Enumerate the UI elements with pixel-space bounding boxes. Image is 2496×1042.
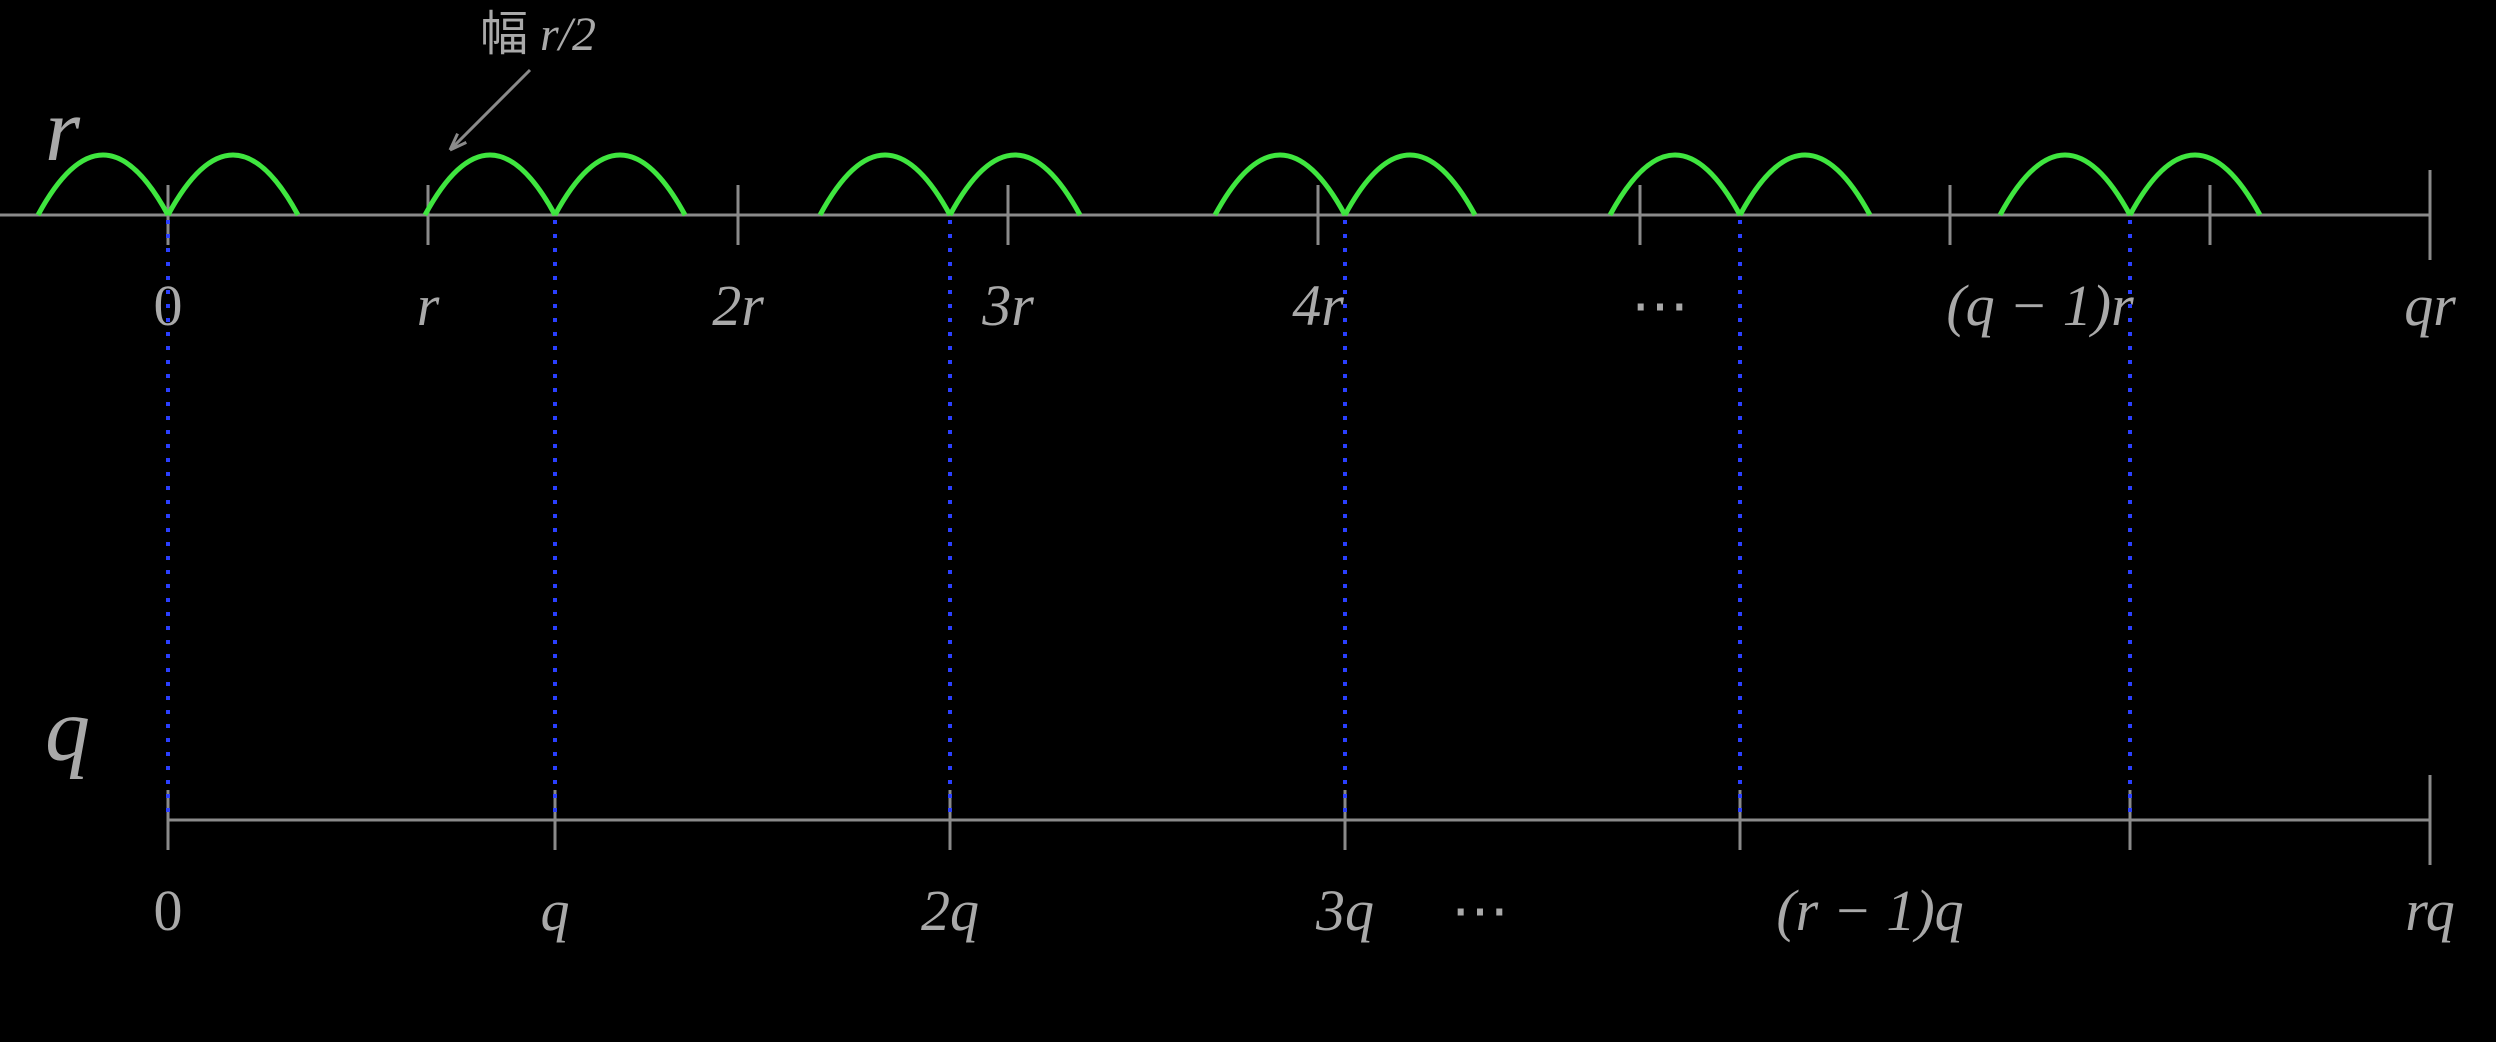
arc-left <box>425 155 555 215</box>
top-tick-label: 2r <box>712 273 764 338</box>
bottom-extra-label: ⋯ <box>1451 878 1509 943</box>
arc-left <box>2000 155 2130 215</box>
bottom-tick-label: 3q <box>1315 878 1374 943</box>
side-label-r: r <box>45 81 81 180</box>
arc-right <box>2130 155 2260 215</box>
top-tick-label: 4r <box>1292 273 1344 338</box>
bottom-tick-label: 2q <box>921 878 979 943</box>
arc-left <box>1215 155 1345 215</box>
top-tick-label: 3r <box>981 273 1034 338</box>
arc-left <box>1610 155 1740 215</box>
bottom-tick-label: q <box>541 878 570 943</box>
arc-right <box>168 155 298 215</box>
arc-left <box>820 155 950 215</box>
top-tick-label: qr <box>2404 273 2456 338</box>
arc-right <box>950 155 1080 215</box>
arc-right <box>1345 155 1475 215</box>
top-tick-label: r <box>417 273 440 338</box>
width-annotation: 幅 r/2 <box>480 8 596 61</box>
arc-right <box>555 155 685 215</box>
arc-right <box>1740 155 1870 215</box>
number-line-diagram: 0r2r3r4rqr(q − 1)r⋯0q2q3qrq(r − 1)q⋯rq幅 … <box>0 0 2496 1042</box>
top-extra-label: (q − 1)r <box>1946 273 2134 338</box>
bottom-extra-label: (r − 1)q <box>1776 878 1963 943</box>
side-label-q: q <box>45 681 90 780</box>
annotation-arrow <box>450 70 530 150</box>
bottom-tick-label: 0 <box>154 878 183 943</box>
top-extra-label: ⋯ <box>1631 273 1689 338</box>
bottom-tick-label: rq <box>2405 878 2454 943</box>
